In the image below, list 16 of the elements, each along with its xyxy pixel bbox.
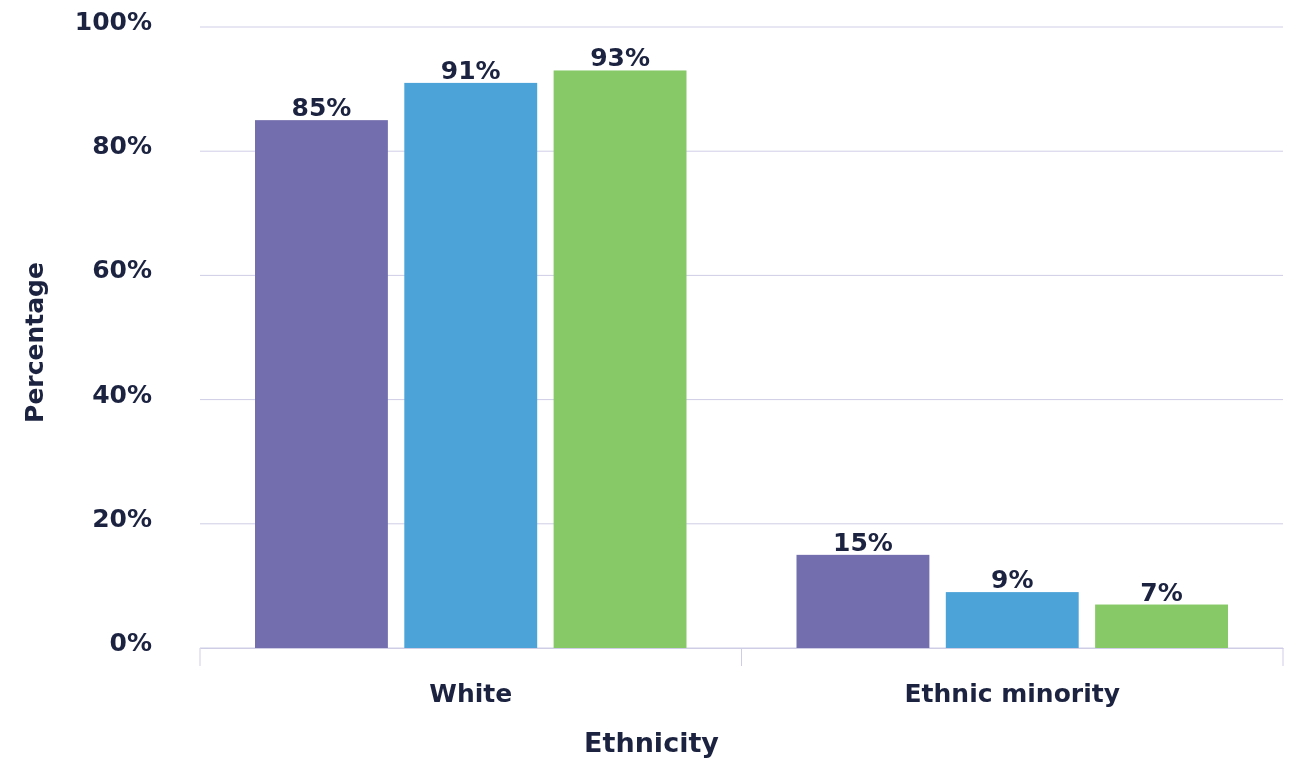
data-label: 7%: [1140, 577, 1183, 607]
y-tick-label: 20%: [92, 503, 152, 533]
y-tick-label: 100%: [74, 7, 152, 36]
y-axis-title: Percentage: [20, 262, 49, 423]
y-tick-label: 60%: [92, 255, 152, 285]
data-label: 91%: [440, 55, 501, 85]
x-axis-title: Ethnicity: [584, 727, 720, 758]
y-tick-label: 80%: [92, 131, 152, 161]
data-label: 15%: [833, 527, 893, 557]
x-tick-label: Ethnic minority: [904, 678, 1120, 708]
data-label: 9%: [991, 565, 1034, 595]
x-tick-label: White: [429, 678, 513, 708]
data-label: 93%: [590, 43, 650, 73]
data-label: 85%: [291, 93, 352, 123]
y-tick-label: 40%: [92, 379, 152, 409]
y-tick-label: 0%: [109, 628, 152, 657]
